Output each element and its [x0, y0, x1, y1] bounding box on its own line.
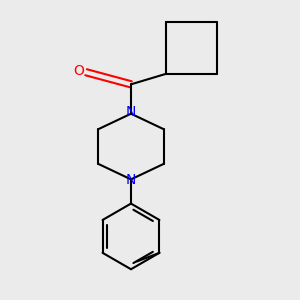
- Text: O: O: [73, 64, 84, 78]
- Text: N: N: [126, 173, 136, 188]
- Text: N: N: [126, 105, 136, 119]
